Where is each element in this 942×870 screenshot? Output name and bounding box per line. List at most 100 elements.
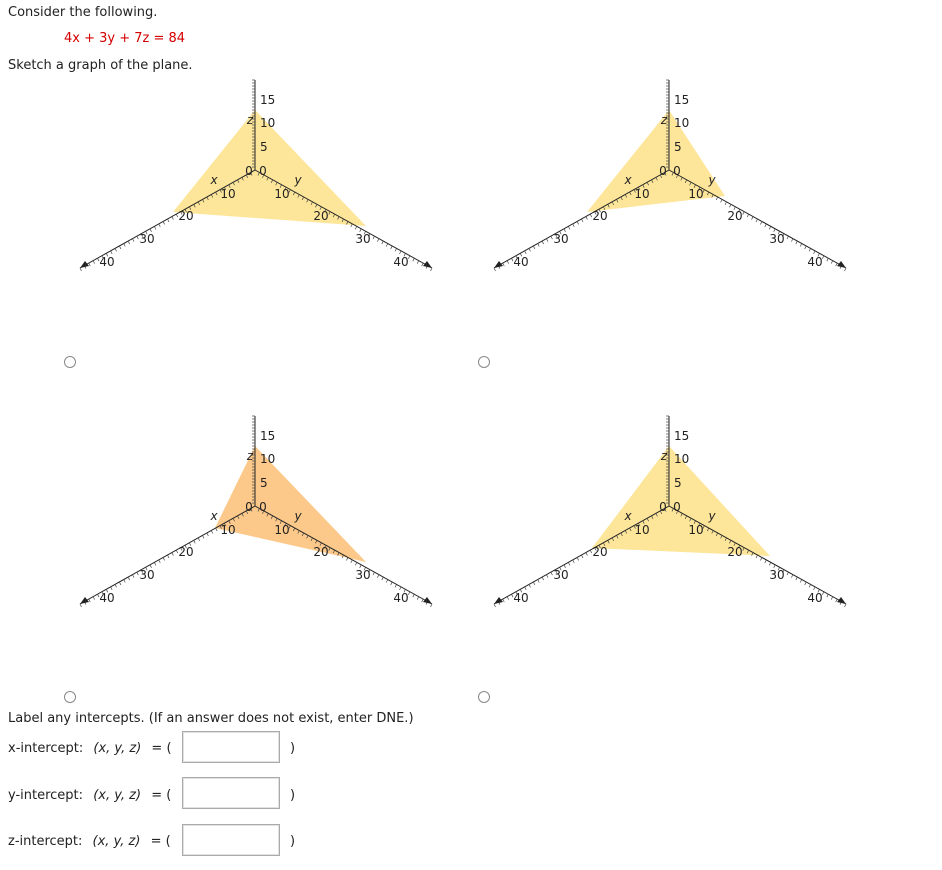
y-axis-tick [279,520,282,524]
x-tick-label: 30 [553,232,568,246]
y-axis-tick [394,248,397,252]
x-axis-tick [528,584,531,588]
y-axis-tick [315,204,318,208]
y-axis-tick [729,540,732,544]
x-axis-tick [646,518,649,522]
y-axis-tick [315,540,318,544]
x-axis-tick [232,182,235,186]
x-axis-tick [511,258,514,262]
y-axis-tick [390,245,393,250]
y-axis-tick [408,255,411,259]
radio-option-a[interactable] [64,356,76,368]
radio-option-d[interactable] [478,691,490,703]
y-axis-tick [390,581,393,586]
y-axis-tick [737,545,741,549]
x-tick-label: 20 [178,545,193,559]
x-axis-tick [546,574,549,578]
x-axis-tick [250,172,253,176]
x-intercept-input[interactable] [182,731,280,763]
y-axis-tick [755,218,758,223]
x-axis-tick [524,586,527,591]
x-axis-tick [241,177,244,181]
y-axis-tick [746,549,749,554]
x-axis-tick [197,201,200,206]
x-axis-letter: x [209,173,218,187]
equals-open: = ( [151,741,172,756]
intercepts-instruction: Label any intercepts. (If an answer does… [8,711,414,726]
y-axis-tick [354,562,358,566]
radio-option-b[interactable] [478,356,490,368]
y-axis-tick [306,199,309,203]
y-axis-tick [377,574,380,578]
y-axis-tick [720,199,723,203]
y-intercept-input[interactable] [182,777,280,809]
radio-option-c[interactable] [64,691,76,703]
x-axis-tick [568,226,571,230]
x-tick-label: 10 [220,187,235,201]
y-tick-label: 10 [274,187,289,201]
x-axis-tick [193,540,196,544]
x-axis-tick [114,248,117,252]
y-axis-tick [826,258,829,262]
x-axis-tick [149,564,152,568]
y-axis-letter: y [707,173,716,187]
y-axis-tick [817,589,820,593]
y-axis-tick [693,184,696,188]
x-axis-tick [224,522,227,527]
y-axis-tick [412,258,415,262]
x-axis-tick [132,238,135,242]
y-axis-tick [408,591,411,595]
y-tick-label: 30 [355,232,370,246]
y-axis-tick [822,591,825,595]
x-axis-tick [646,182,649,186]
y-axis-tick [332,549,335,554]
y-axis-tick [385,243,389,247]
x-axis-tick [119,245,122,250]
z-intercept-label: z-intercept: [8,834,83,849]
y-axis-tick [808,248,811,252]
y-tick-label: 20 [727,209,742,223]
y-axis-tick [359,228,362,232]
y-axis-tick [403,253,406,257]
z-intercept-input[interactable] [182,824,280,856]
y-axis-tick [715,196,718,201]
plane-surface [173,110,366,226]
x-axis-tick [554,569,558,573]
y-axis-arrow [423,597,432,604]
y-axis-tick [773,564,776,568]
y-axis-tick [791,238,794,242]
y-axis-tick [297,530,300,534]
x-axis-letter: x [623,509,632,523]
x-axis-tick [563,228,566,232]
x-axis-tick [88,598,91,603]
y-axis-tick [768,562,772,566]
x-axis-tick [611,537,614,542]
y-axis-tick [430,267,433,272]
y-axis-tick [346,221,349,225]
x-tick-label: 10 [220,523,235,537]
y-axis-tick [689,182,692,186]
x-axis-tick [620,532,623,537]
x-axis-tick [651,179,654,183]
y-axis-tick [755,554,758,559]
x-axis-tick [655,513,658,517]
y-axis-tick [262,174,265,179]
x-axis-arrow [494,597,503,604]
x-axis-tick [167,218,170,223]
y-tick-label: 40 [393,255,408,269]
origin-label: 0 [245,164,253,178]
x-axis-tick [202,535,205,539]
y-axis-tick [319,206,322,210]
y-axis-tick [301,532,304,537]
y-axis-tick [751,552,754,556]
x-tick-label: 40 [99,591,114,605]
origin-label: 0 [673,500,681,514]
y-axis-tick [826,594,829,598]
x-axis-tick [515,591,518,595]
y-axis-tick [363,567,366,571]
x-axis-tick [167,554,170,559]
y-axis-tick [368,569,371,573]
y-axis-tick [350,559,353,564]
x-axis-tick [92,260,95,264]
